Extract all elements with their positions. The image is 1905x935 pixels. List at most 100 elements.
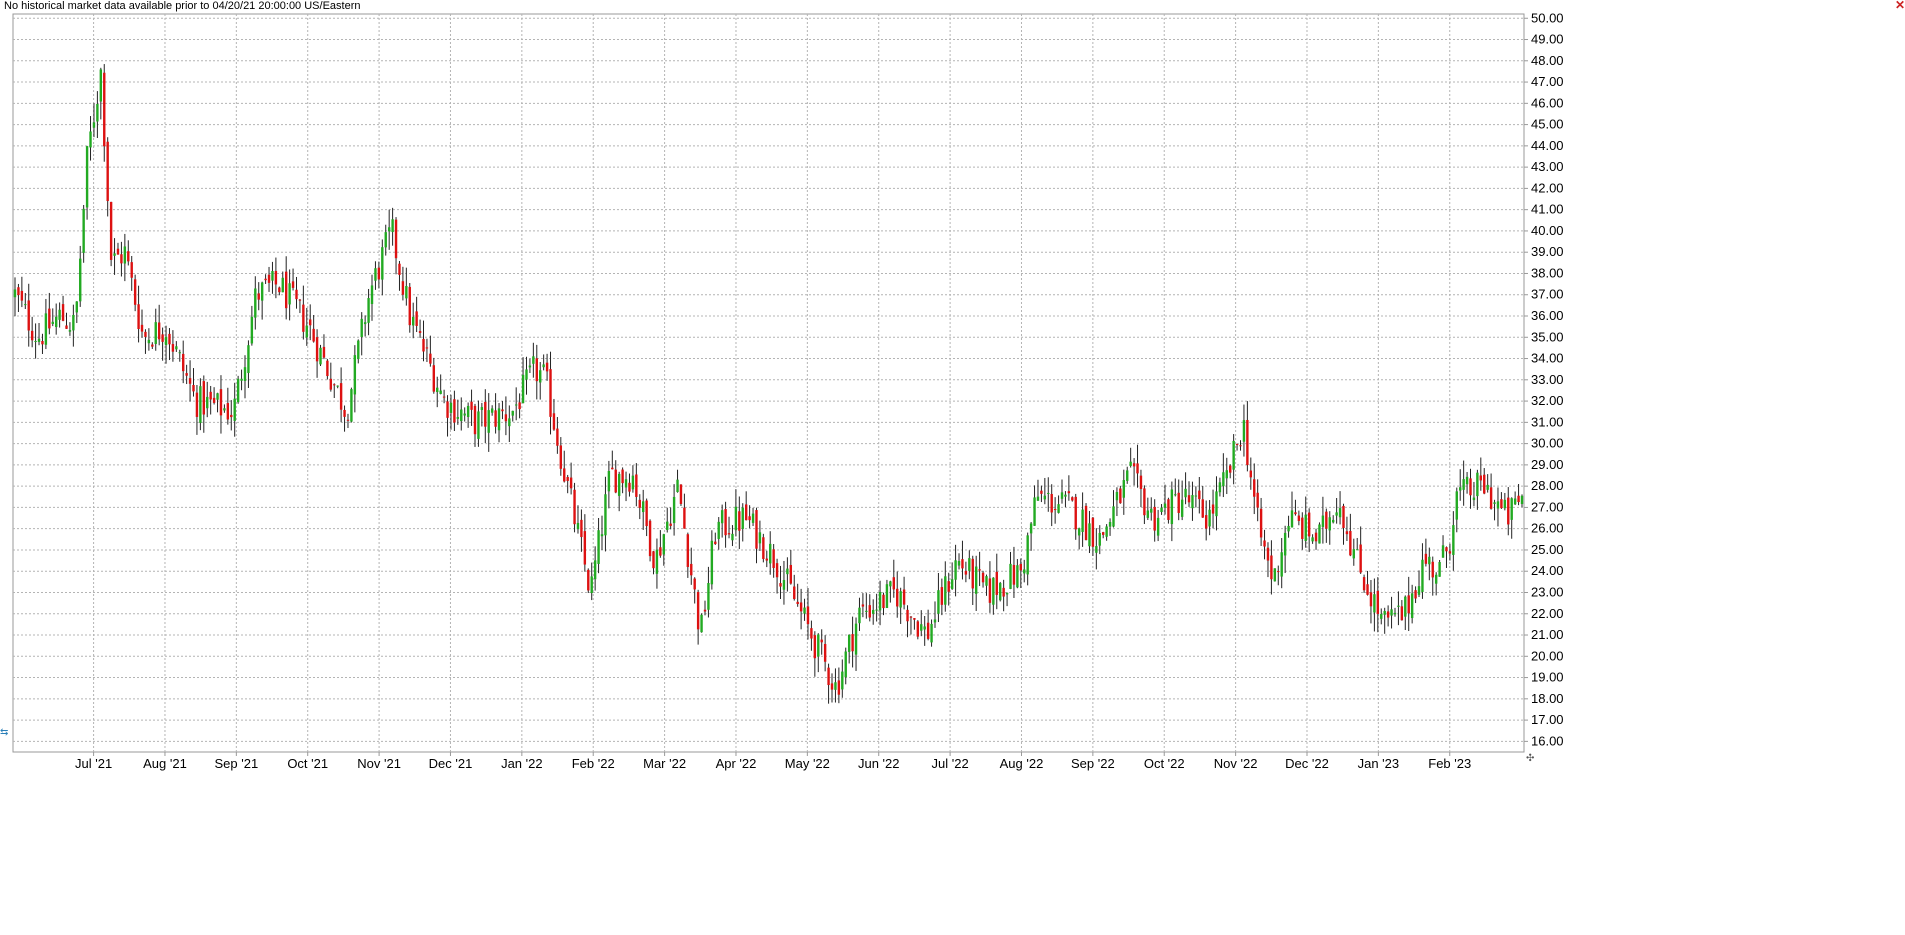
candle-down [906, 609, 909, 622]
candle-up [607, 471, 611, 492]
candle-down [535, 358, 538, 382]
candle-down [569, 477, 573, 489]
candle-up [487, 410, 490, 433]
candle-up [1064, 494, 1067, 497]
candle-down [793, 586, 796, 600]
candle-down [1489, 487, 1493, 509]
candle-up [387, 227, 391, 232]
candle-down [1249, 470, 1253, 478]
candle-up [1476, 472, 1479, 497]
candle-up [357, 340, 360, 360]
candle-up [631, 475, 635, 490]
candle-down [1342, 505, 1345, 529]
candle-down [1266, 547, 1270, 561]
candle-down [861, 604, 865, 607]
candle-up [466, 405, 470, 418]
candle-up [381, 247, 384, 280]
candle-down [1153, 506, 1156, 531]
candle-up [1290, 510, 1294, 528]
candle-down [157, 322, 161, 340]
candle-down [192, 385, 195, 392]
candle-down [1500, 499, 1503, 509]
x-tick-label: Feb '22 [572, 756, 615, 771]
candle-down [442, 396, 446, 398]
candle-down [892, 577, 895, 590]
candle-down [549, 369, 552, 417]
candle-down [202, 381, 206, 415]
candle-down [408, 286, 411, 326]
candle-down [1143, 488, 1146, 516]
candle-up [1455, 491, 1458, 520]
candle-up [199, 386, 202, 423]
y-tick-label: 43.00 [1531, 159, 1564, 174]
candle-down [1256, 492, 1259, 508]
candle-up [1208, 509, 1211, 527]
candle-down [635, 474, 638, 497]
candle-up [514, 404, 518, 406]
candle-down [1132, 463, 1136, 467]
drag-handle-icon[interactable]: ⇆ [0, 727, 9, 738]
candle-down [1101, 532, 1105, 535]
candle-down [116, 248, 120, 255]
candle-down [669, 523, 672, 526]
candle-up [1356, 549, 1359, 551]
candle-down [61, 304, 65, 321]
candle-up [642, 501, 645, 513]
candle-up [360, 318, 363, 337]
x-tick-label: Dec '22 [1285, 756, 1329, 771]
candle-up [1318, 524, 1321, 544]
candle-up [1273, 568, 1277, 582]
candle-up [508, 418, 511, 427]
candle-down [837, 680, 841, 695]
candle-down [772, 549, 775, 568]
candle-up [85, 146, 89, 208]
candle-up [37, 338, 41, 342]
candle-down [566, 476, 569, 481]
candle-down [587, 569, 590, 591]
candle-up [521, 374, 525, 404]
candle-down [1084, 505, 1088, 541]
candle-down [322, 346, 326, 358]
candle-down [988, 578, 992, 603]
candle-down [638, 499, 641, 508]
candle-up [1174, 494, 1177, 496]
candle-up [13, 289, 17, 298]
candle-down [504, 414, 508, 422]
candle-up [847, 634, 851, 652]
x-axis: Jul '21 Aug '21 Sep '21 Oct '21 Nov '21 Dec '… [75, 752, 1471, 771]
candle-up [1036, 496, 1040, 501]
candle-down [820, 639, 823, 643]
candle-up [1009, 563, 1012, 589]
candle-up [1383, 610, 1386, 615]
candle-up [1410, 593, 1414, 619]
candle-up [597, 530, 600, 564]
candle-up [700, 614, 703, 633]
candle-up [1335, 512, 1338, 516]
close-icon[interactable]: ✕ [1894, 0, 1905, 12]
candle-up [1005, 592, 1009, 595]
candle-up [1160, 507, 1163, 513]
candle-up [1311, 537, 1314, 542]
candle-down [103, 72, 106, 147]
candle-up [1510, 498, 1513, 520]
candle-up [1380, 614, 1383, 619]
candle-up [786, 568, 789, 575]
candle-down [309, 319, 312, 326]
candle-down [614, 469, 617, 493]
candle-down [209, 391, 212, 400]
candle-down [27, 300, 30, 331]
candle-up [243, 367, 247, 381]
candle-down [1445, 547, 1448, 552]
candle-down [1053, 509, 1057, 511]
candle-down [1270, 555, 1273, 580]
candle-up [1242, 420, 1246, 442]
candle-up [412, 316, 415, 326]
x-tick-label: Jan '23 [1358, 756, 1400, 771]
candle-up [51, 321, 54, 324]
candle-down [473, 405, 477, 435]
candle-up [1328, 517, 1331, 531]
y-tick-label: 29.00 [1531, 457, 1564, 472]
candle-down [1177, 492, 1180, 513]
candle-down [343, 409, 346, 417]
